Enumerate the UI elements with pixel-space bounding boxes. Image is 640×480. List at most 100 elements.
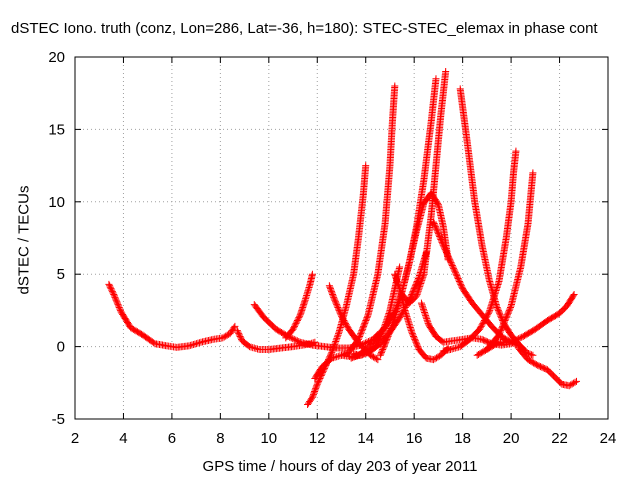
data-point bbox=[342, 319, 350, 327]
data-point bbox=[236, 332, 244, 340]
data-point bbox=[110, 290, 118, 298]
data-point bbox=[452, 270, 460, 278]
data-point bbox=[113, 299, 121, 307]
data-point bbox=[436, 234, 444, 242]
data-point bbox=[454, 275, 462, 283]
data-point bbox=[114, 301, 122, 309]
data-point bbox=[414, 287, 422, 295]
data-point bbox=[329, 290, 337, 298]
data-point bbox=[450, 266, 458, 274]
grid bbox=[75, 57, 608, 419]
data-point bbox=[387, 325, 395, 333]
data-point bbox=[115, 302, 123, 310]
data-point bbox=[441, 246, 449, 254]
data-point bbox=[571, 378, 579, 386]
data-point bbox=[416, 281, 424, 289]
data-point bbox=[329, 345, 337, 353]
data-point bbox=[311, 387, 319, 395]
series-1 bbox=[105, 280, 239, 351]
data-point bbox=[431, 221, 439, 229]
data-point bbox=[495, 331, 503, 339]
data-point bbox=[290, 322, 298, 330]
data-point bbox=[327, 350, 335, 358]
data-point bbox=[331, 341, 339, 349]
data-point bbox=[386, 326, 394, 334]
data-point bbox=[379, 345, 387, 353]
data-point bbox=[390, 317, 398, 325]
data-point bbox=[235, 331, 243, 339]
y-tick-label: 20 bbox=[48, 49, 65, 66]
data-point bbox=[290, 324, 298, 332]
data-point bbox=[361, 339, 369, 347]
x-tick-label: 12 bbox=[309, 430, 326, 447]
series-13 bbox=[398, 67, 450, 307]
x-tick-label: 20 bbox=[503, 430, 520, 447]
data-point bbox=[432, 75, 440, 83]
data-point bbox=[341, 318, 349, 326]
data-point bbox=[337, 311, 345, 319]
data-point bbox=[479, 319, 487, 327]
data-point bbox=[112, 296, 120, 304]
data-point bbox=[493, 304, 501, 312]
data-point bbox=[371, 343, 379, 351]
data-point bbox=[357, 330, 365, 338]
data-point bbox=[435, 231, 443, 239]
plot-frame bbox=[74, 56, 609, 420]
data-point bbox=[381, 341, 389, 349]
data-point bbox=[518, 333, 526, 341]
data-point bbox=[384, 332, 392, 340]
data-point bbox=[329, 292, 337, 300]
data-point bbox=[292, 319, 300, 327]
x-tick-label: 24 bbox=[600, 430, 617, 447]
data-point bbox=[412, 280, 420, 288]
data-point bbox=[496, 330, 504, 338]
data-point bbox=[494, 306, 502, 314]
data-point bbox=[418, 302, 426, 310]
data-point bbox=[355, 334, 363, 342]
data-point bbox=[444, 251, 452, 259]
data-point bbox=[484, 311, 492, 319]
data-point bbox=[570, 290, 578, 298]
data-point bbox=[360, 321, 368, 329]
data-point bbox=[293, 337, 301, 345]
data-point bbox=[289, 335, 297, 343]
data-point bbox=[442, 247, 450, 255]
data-point bbox=[505, 306, 513, 314]
data-point bbox=[113, 298, 121, 306]
data-point bbox=[497, 325, 505, 333]
data-point bbox=[382, 337, 390, 345]
data-point bbox=[339, 315, 347, 323]
x-tick-label: 4 bbox=[119, 430, 127, 447]
data-point bbox=[343, 322, 351, 330]
data-point bbox=[368, 352, 376, 360]
data-point bbox=[292, 336, 300, 344]
data-point bbox=[363, 338, 371, 346]
data-point bbox=[430, 356, 438, 364]
data-point bbox=[424, 318, 432, 326]
data-point bbox=[498, 324, 506, 332]
data-point bbox=[390, 315, 398, 323]
data-point bbox=[338, 314, 346, 322]
data-point bbox=[413, 290, 421, 298]
x-tick-label: 8 bbox=[216, 430, 224, 447]
data-point bbox=[413, 292, 421, 300]
data-point bbox=[289, 325, 297, 333]
data-point bbox=[388, 321, 396, 329]
data-point bbox=[363, 314, 371, 322]
data-point bbox=[334, 304, 342, 312]
data-point bbox=[512, 147, 520, 155]
data-point bbox=[430, 218, 438, 226]
data-point bbox=[333, 302, 341, 310]
data-point bbox=[499, 321, 507, 329]
data-point bbox=[500, 318, 508, 326]
data-point bbox=[526, 350, 534, 358]
data-point bbox=[442, 67, 450, 75]
data-point bbox=[336, 308, 344, 316]
data-point bbox=[418, 301, 426, 309]
data-point bbox=[527, 351, 535, 359]
data-point bbox=[349, 354, 357, 362]
data-point bbox=[108, 286, 116, 294]
data-point bbox=[314, 379, 322, 387]
data-point bbox=[434, 230, 442, 238]
data-point bbox=[360, 322, 368, 330]
